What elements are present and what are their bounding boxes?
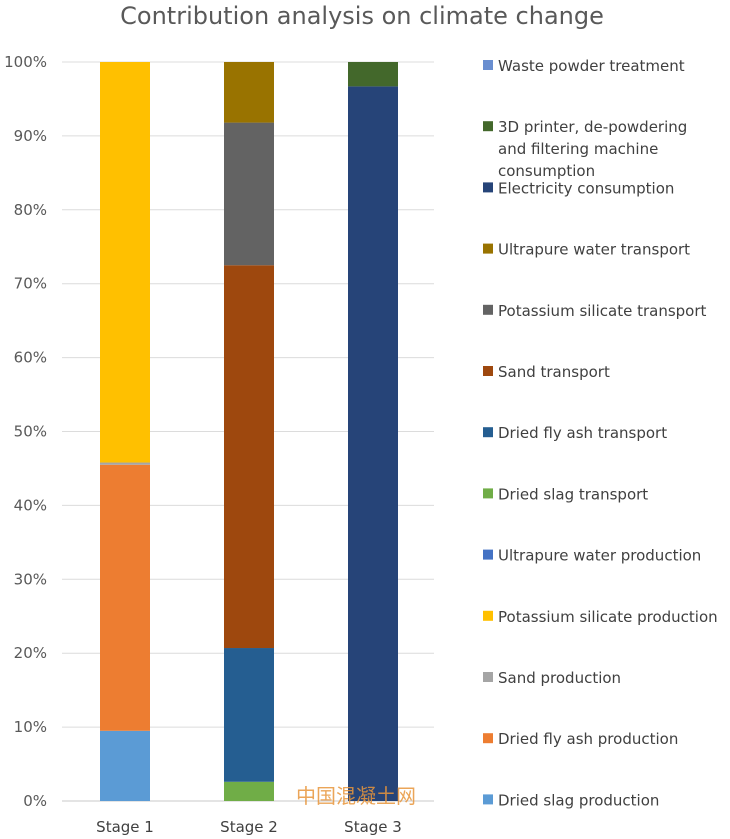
bars [100, 62, 398, 801]
x-tick-label: Stage 3 [344, 818, 402, 836]
y-tick-label: 70% [14, 275, 47, 293]
legend-swatch [483, 60, 493, 70]
y-tick-label: 30% [14, 570, 47, 588]
legend-swatch [483, 549, 493, 560]
y-axis: 0% 10% 20% 30% 40% 50% 60% 70% 80% 90% 100% [4, 53, 47, 810]
legend-swatch [483, 610, 493, 621]
legend-swatch [483, 304, 493, 315]
bar-segment [348, 62, 398, 87]
legend-swatch [483, 121, 493, 132]
bar-segment [224, 62, 274, 123]
bar-segment [100, 730, 150, 801]
bar-segment [100, 62, 150, 463]
bar-segment [224, 265, 274, 649]
legend-swatch [483, 672, 493, 682]
legend-label: Waste powder treatment [498, 57, 685, 75]
legend-label: consumption [498, 162, 595, 180]
legend-label: and filtering machine [498, 140, 658, 158]
legend-label: Ultrapure water production [498, 547, 701, 565]
legend-label: 3D printer, de-powdering [498, 118, 687, 136]
legend-label: Dried fly ash production [498, 730, 678, 748]
y-tick-label: 0% [23, 792, 47, 810]
legend-swatch [483, 243, 493, 254]
legend-label: Dried fly ash transport [498, 424, 667, 442]
legend-swatch [483, 733, 493, 744]
legend-label: Sand production [498, 669, 621, 687]
bar-segment [224, 648, 274, 782]
y-tick-label: 20% [14, 644, 47, 662]
legend-label: Ultrapure water transport [498, 241, 690, 259]
legend: Waste powder treatment 3D printer, de-pow… [483, 57, 718, 809]
y-tick-label: 60% [14, 349, 47, 367]
watermark: 中国混凝土网 [296, 784, 416, 808]
legend-label: Dried slag production [498, 791, 659, 809]
chart-title: Contribution analysis on climate change [120, 2, 604, 30]
legend-swatch [483, 182, 493, 193]
y-tick-label: 80% [14, 201, 47, 219]
y-tick-label: 10% [14, 718, 47, 736]
x-tick-label: Stage 1 [96, 818, 154, 836]
bar-segment [348, 86, 398, 801]
legend-label: Potassium silicate transport [498, 302, 707, 320]
legend-label: Potassium silicate production [498, 608, 718, 626]
x-tick-label: Stage 2 [220, 818, 278, 836]
bar-segment [100, 464, 150, 731]
bar-segment [100, 462, 150, 465]
y-tick-label: 50% [14, 423, 47, 441]
legend-label: Dried slag transport [498, 485, 648, 503]
bar-segment [224, 122, 274, 266]
bar-segment [224, 781, 274, 801]
y-tick-label: 90% [14, 127, 47, 145]
legend-swatch [483, 366, 493, 376]
legend-swatch [483, 794, 493, 805]
legend-label: Sand transport [498, 363, 610, 381]
x-axis: Stage 1 Stage 2 Stage 3 [96, 818, 402, 836]
legend-label: Electricity consumption [498, 179, 674, 197]
legend-swatch [483, 427, 493, 438]
y-tick-label: 40% [14, 496, 47, 514]
y-tick-label: 100% [4, 53, 47, 71]
legend-swatch [483, 488, 493, 499]
